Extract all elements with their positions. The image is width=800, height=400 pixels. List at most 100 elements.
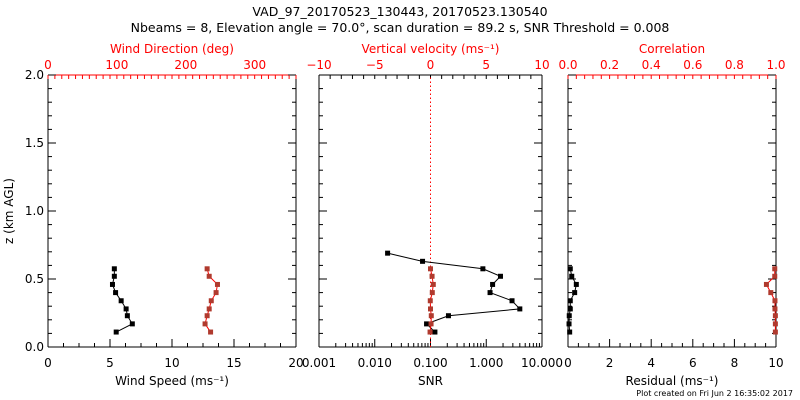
data-point	[385, 250, 391, 256]
data-point	[567, 329, 573, 335]
data-point	[213, 290, 219, 296]
data-point	[214, 281, 220, 287]
x2-tick-label: 0.2	[600, 58, 619, 72]
data-point	[509, 298, 515, 304]
x2-tick-label: −5	[366, 58, 384, 72]
data-point	[772, 273, 778, 279]
data-point	[204, 266, 210, 272]
data-point	[129, 321, 135, 327]
x2-axis-label: Correlation	[639, 42, 705, 56]
data-point	[118, 298, 124, 304]
data-point	[206, 306, 212, 312]
data-point	[429, 273, 435, 279]
data-point	[768, 290, 774, 296]
x-tick-label: 1.000	[469, 356, 503, 370]
data-point	[206, 273, 212, 279]
data-point	[428, 306, 433, 312]
data-point	[772, 266, 778, 272]
data-point	[763, 281, 769, 287]
data-point	[517, 306, 523, 312]
x-tick-label: 0	[564, 356, 572, 370]
x-axis-label: Residual (ms⁻¹)	[626, 374, 719, 388]
data-point	[208, 329, 214, 335]
x-tick-label: 0.001	[302, 356, 336, 370]
x2-tick-label: 0	[427, 58, 435, 72]
x2-tick-label: 100	[105, 58, 128, 72]
data-point	[113, 290, 119, 296]
y-tick-label: 2.0	[25, 68, 44, 82]
x-tick-label: 2	[606, 356, 614, 370]
data-point	[427, 329, 433, 335]
data-point	[772, 306, 778, 312]
x2-tick-label: 1.0	[766, 58, 785, 72]
data-point	[109, 281, 115, 287]
y-tick-label: 1.5	[25, 136, 44, 150]
y-axis-label: z (km AGL)	[2, 178, 16, 244]
x-tick-label: 10	[164, 356, 179, 370]
x2-tick-label: 5	[482, 58, 490, 72]
data-point	[427, 298, 433, 304]
x-tick-label: 10	[768, 356, 783, 370]
y-tick-label: 0.0	[25, 340, 44, 354]
x-tick-label: 6	[689, 356, 697, 370]
x-axis-label: SNR	[418, 374, 443, 388]
series-line-snr	[387, 252, 521, 333]
data-point	[566, 321, 572, 327]
data-point	[123, 306, 129, 312]
data-point	[772, 329, 778, 335]
data-point	[424, 321, 430, 327]
x2-tick-label: 0.0	[558, 58, 577, 72]
panel-3: 0 2 4 6 8 10 Residual (ms⁻¹) 0.0 0.2 0.4 0.6 0.8 1.0…	[558, 42, 785, 388]
data-point	[772, 321, 778, 327]
data-point	[202, 321, 208, 327]
x2-axis-label: Wind Direction (deg)	[110, 42, 234, 56]
x2-tick-label: 0.6	[683, 58, 702, 72]
data-point	[204, 313, 210, 319]
x-tick-label: 0.100	[413, 356, 447, 370]
x2-tick-label: 0.8	[725, 58, 744, 72]
data-point	[208, 298, 214, 304]
x2-tick-label: 200	[174, 58, 197, 72]
x2-axis-label: Vertical velocity (ms⁻¹)	[362, 42, 500, 56]
plot-footer: Plot created on Fri Jun 2 16:35:02 2017	[636, 389, 793, 398]
x-tick-label: 0.010	[358, 356, 392, 370]
data-point	[111, 266, 117, 272]
data-point	[428, 313, 434, 319]
data-point	[567, 298, 573, 304]
x-tick-label: 8	[731, 356, 739, 370]
x2-tick-label: 0	[44, 58, 52, 72]
data-point	[490, 281, 496, 287]
x-tick-label: 5	[106, 356, 114, 370]
data-point	[432, 329, 438, 335]
figure-title: VAD_97_20170523_130443, 20170523.130540	[252, 4, 547, 19]
data-point	[445, 313, 451, 319]
panel-2: 0.001 0.010 0.100 1.000 10.000 SNR −10 −5 0 5 10 Ve…	[302, 42, 563, 388]
x-axis-label: Wind Speed (ms⁻¹)	[115, 374, 229, 388]
data-point	[420, 258, 426, 264]
data-point	[124, 313, 130, 319]
y-tick-label: 0.5	[25, 272, 44, 286]
x-tick-label: 20	[288, 356, 303, 370]
data-point	[497, 273, 503, 279]
data-point	[428, 321, 434, 327]
data-point	[569, 273, 575, 279]
data-point	[480, 266, 486, 272]
x2-tick-label: 300	[243, 58, 266, 72]
data-point	[428, 266, 433, 272]
data-point	[567, 266, 573, 272]
data-point	[772, 313, 778, 319]
data-point	[567, 306, 573, 312]
data-point	[772, 298, 778, 304]
data-point	[111, 273, 117, 279]
data-point	[487, 290, 493, 296]
x2-tick-label: 0.4	[642, 58, 661, 72]
x-tick-label: 0	[44, 356, 52, 370]
x2-tick-label: 10	[534, 58, 549, 72]
data-point	[572, 290, 578, 296]
data-point	[430, 281, 436, 287]
y-tick-label: 1.0	[25, 204, 44, 218]
x-tick-label: 15	[226, 356, 241, 370]
data-point	[113, 329, 119, 335]
